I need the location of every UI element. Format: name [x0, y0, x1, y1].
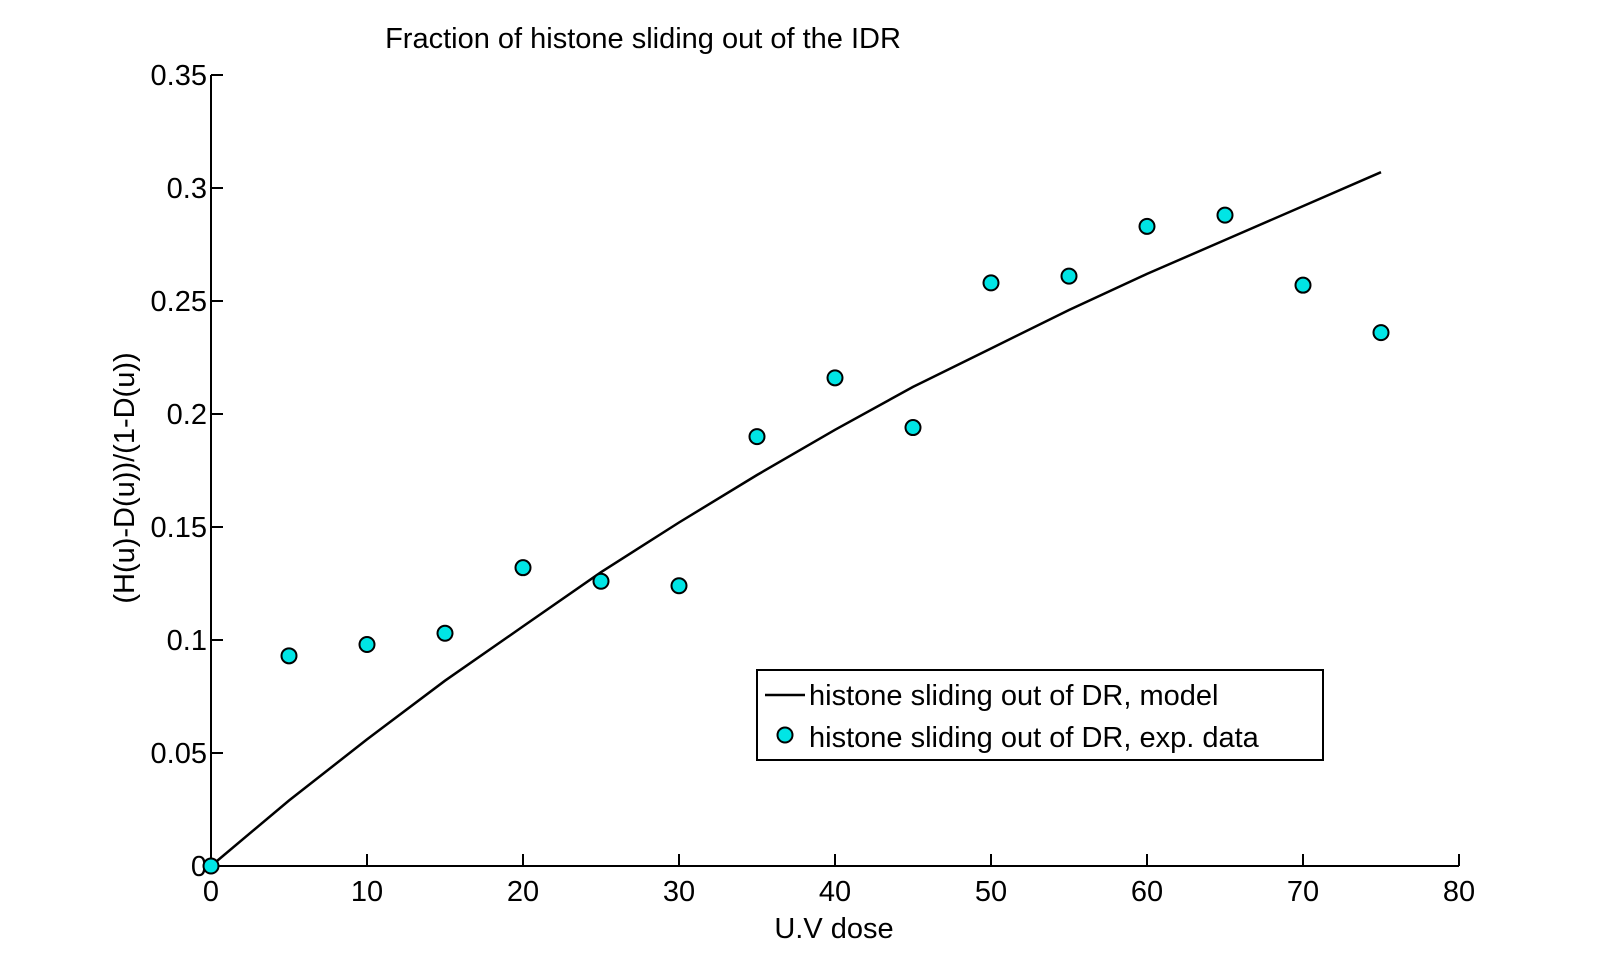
- data-point: [1372, 324, 1390, 342]
- model-line: [210, 171, 1382, 867]
- x-tick-label: 20: [507, 876, 539, 908]
- x-tick-label: 40: [819, 876, 851, 908]
- legend-marker-swatch: [776, 726, 794, 744]
- data-point: [826, 369, 844, 387]
- y-tick-label: 0.1: [167, 625, 207, 657]
- y-tick-label: 0.05: [151, 738, 207, 770]
- data-point: [1060, 267, 1078, 285]
- x-tick-label: 60: [1131, 876, 1163, 908]
- y-axis-label: (H(u)-D(u))/(1-D(u)): [109, 352, 141, 603]
- y-tick-label: 0.35: [151, 60, 207, 92]
- y-tick-label: 0.25: [151, 286, 207, 318]
- y-tick-label: 0.15: [151, 512, 207, 544]
- data-point: [670, 577, 688, 595]
- x-tick-label: 80: [1443, 876, 1475, 908]
- data-point: [514, 559, 532, 577]
- data-point: [202, 857, 220, 875]
- x-axis-label: U.V dose: [774, 913, 893, 945]
- data-point: [982, 274, 1000, 292]
- data-point: [1294, 276, 1312, 294]
- legend-entry-data: histone sliding out of DR, exp. data: [809, 722, 1260, 754]
- x-tick-label: 50: [975, 876, 1007, 908]
- x-tick-label: 70: [1287, 876, 1319, 908]
- data-point: [592, 572, 610, 590]
- y-tick-label: 0.2: [167, 399, 207, 431]
- legend: histone sliding out of DR, model histone …: [756, 669, 1324, 761]
- data-point: [1216, 206, 1234, 224]
- x-tick-label: 0: [203, 876, 219, 908]
- legend-box: [756, 669, 1324, 761]
- chart-title: Fraction of histone sliding out of the I…: [385, 23, 901, 55]
- data-point: [1138, 217, 1156, 235]
- y-tick-label: 0.3: [167, 173, 207, 205]
- data-point: [280, 647, 298, 665]
- data-point: [436, 624, 454, 642]
- x-tick-label: 30: [663, 876, 695, 908]
- y-tick-label: 0: [191, 851, 207, 883]
- plot-area: 0 10 20 30 40 50 60 70 80 0 0.05 0.1 0.15 0.2 0.25 0.3 0…: [151, 60, 1476, 908]
- data-point: [748, 428, 766, 446]
- data-point: [358, 636, 376, 654]
- legend-entry-model: histone sliding out of DR, model: [809, 680, 1218, 712]
- data-point: [904, 419, 922, 437]
- x-tick-label: 10: [351, 876, 383, 908]
